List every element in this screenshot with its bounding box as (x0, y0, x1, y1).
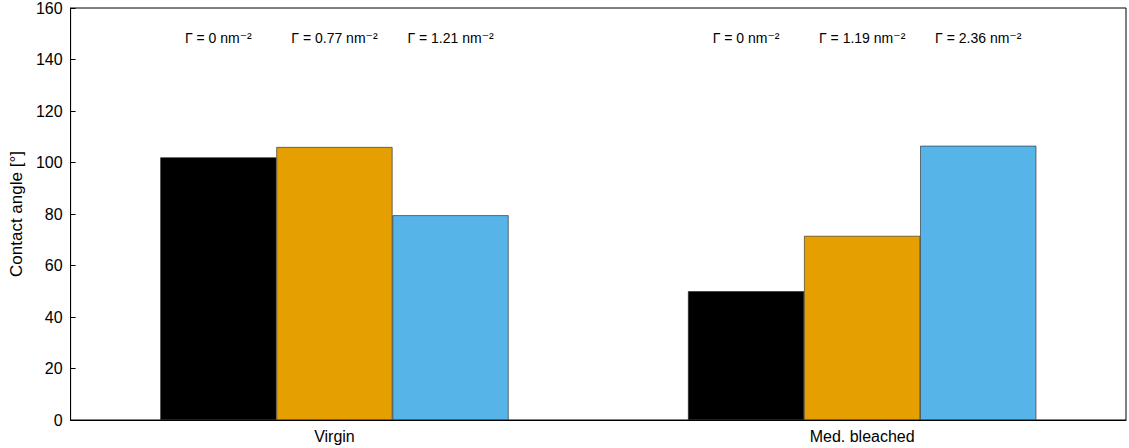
svg-text:80: 80 (45, 206, 63, 223)
svg-text:Γ = 1.21 nm⁻²: Γ = 1.21 nm⁻² (407, 30, 494, 46)
svg-text:0: 0 (54, 412, 63, 429)
svg-text:60: 60 (45, 257, 63, 274)
svg-text:Γ = 0.77 nm⁻²: Γ = 0.77 nm⁻² (291, 30, 378, 46)
svg-text:100: 100 (36, 154, 63, 171)
svg-text:Contact angle [°]: Contact angle [°] (7, 151, 26, 277)
svg-text:160: 160 (36, 0, 63, 17)
svg-text:140: 140 (36, 51, 63, 68)
svg-text:Γ = 0 nm⁻²: Γ = 0 nm⁻² (185, 30, 252, 46)
svg-text:40: 40 (45, 309, 63, 326)
svg-text:20: 20 (45, 360, 63, 377)
svg-text:120: 120 (36, 103, 63, 120)
svg-text:Γ = 0 nm⁻²: Γ = 0 nm⁻² (713, 30, 780, 46)
svg-text:Γ = 2.36 nm⁻²: Γ = 2.36 nm⁻² (935, 30, 1022, 46)
svg-text:Virgin: Virgin (314, 428, 355, 445)
svg-text:Med. bleached: Med. bleached (810, 428, 915, 445)
svg-text:Γ = 1.19 nm⁻²: Γ = 1.19 nm⁻² (819, 30, 906, 46)
